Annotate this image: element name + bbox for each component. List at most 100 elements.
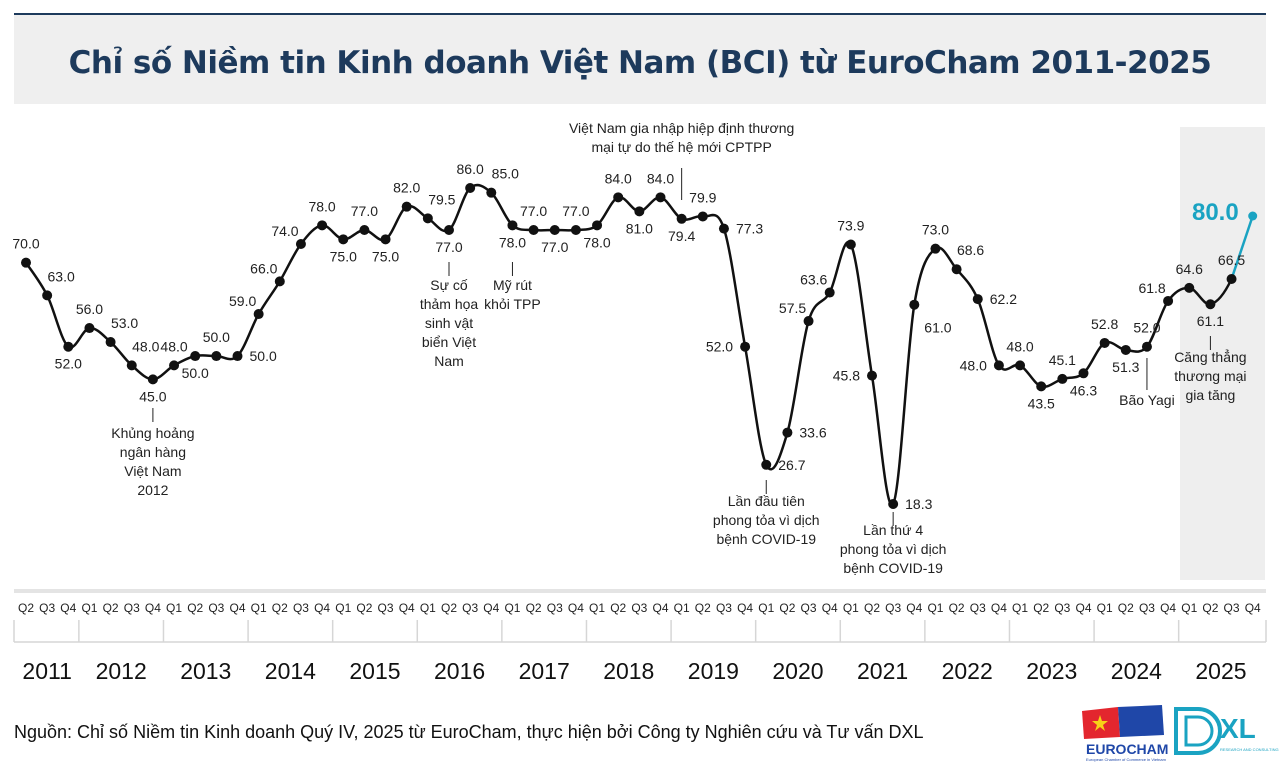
quarter-tick-label: Q1 bbox=[758, 601, 774, 615]
data-label: 85.0 bbox=[492, 166, 519, 182]
data-label: 51.3 bbox=[1112, 359, 1139, 375]
data-label: 78.0 bbox=[308, 198, 335, 214]
data-label: 79.9 bbox=[689, 189, 716, 205]
annotation-text: Mỹ rút bbox=[493, 277, 532, 293]
data-label: 79.5 bbox=[428, 191, 455, 207]
source-note: Nguồn: Chỉ số Niềm tin Kinh doanh Quý IV… bbox=[14, 722, 924, 742]
quarter-tick-label: Q4 bbox=[1160, 601, 1176, 615]
data-point bbox=[993, 360, 1004, 371]
quarter-tick-label: Q1 bbox=[1012, 601, 1028, 615]
data-point bbox=[486, 187, 497, 198]
data-point bbox=[1226, 274, 1237, 285]
quarter-tick-label: Q1 bbox=[927, 601, 943, 615]
data-point bbox=[1205, 299, 1216, 310]
data-label: 75.0 bbox=[372, 248, 399, 264]
data-label: 66.5 bbox=[1218, 252, 1245, 268]
eurocham-flag-icon bbox=[1082, 705, 1164, 739]
quarter-tick-label: Q3 bbox=[39, 601, 55, 615]
quarter-tick-label: Q4 bbox=[652, 601, 668, 615]
data-label: 77.0 bbox=[351, 203, 378, 219]
data-label: 50.0 bbox=[182, 365, 209, 381]
data-label: 57.5 bbox=[779, 300, 806, 316]
data-point bbox=[380, 234, 391, 245]
eurocham-subtitle: European Chamber of Commerce in Vietnam bbox=[1086, 757, 1166, 762]
data-point bbox=[295, 239, 306, 250]
data-label: 66.0 bbox=[250, 260, 277, 276]
quarter-tick-label: Q3 bbox=[1054, 601, 1070, 615]
quarter-tick-label: Q4 bbox=[60, 601, 76, 615]
data-point bbox=[359, 225, 370, 236]
data-point bbox=[824, 287, 835, 298]
highlight-2025-region bbox=[1180, 127, 1265, 580]
data-point bbox=[549, 225, 560, 236]
quarter-tick-label: Q1 bbox=[81, 601, 97, 615]
data-point bbox=[274, 276, 285, 287]
data-label: 45.8 bbox=[833, 368, 860, 384]
quarter-tick-label: Q3 bbox=[716, 601, 732, 615]
annotation-text: Việt Nam gia nhập hiệp định thương bbox=[569, 120, 794, 136]
data-label: 45.1 bbox=[1049, 352, 1076, 368]
data-point bbox=[465, 182, 476, 193]
data-label: 63.0 bbox=[48, 268, 75, 284]
year-label: 2024 bbox=[1111, 658, 1162, 684]
data-point bbox=[444, 225, 454, 236]
year-label: 2012 bbox=[96, 658, 147, 684]
annotation-text: Nam bbox=[434, 353, 464, 369]
data-label: 77.0 bbox=[562, 203, 589, 219]
data-label: 52.8 bbox=[1091, 316, 1118, 332]
data-label: 52.0 bbox=[55, 356, 82, 372]
annotation-text: mại tự do thế hệ mới CPTPP bbox=[591, 139, 771, 155]
year-label: 2019 bbox=[688, 658, 739, 684]
data-label: 79.4 bbox=[668, 228, 695, 244]
data-label: 46.3 bbox=[1070, 382, 1097, 398]
data-point bbox=[803, 316, 814, 327]
data-label: 74.0 bbox=[271, 223, 298, 239]
data-label: 86.0 bbox=[457, 161, 484, 177]
annotation-text: biển Việt bbox=[422, 334, 476, 350]
data-point bbox=[1036, 381, 1047, 392]
data-label: 61.1 bbox=[1197, 313, 1224, 329]
annotation-text: bệnh COVID-19 bbox=[843, 560, 943, 576]
data-point bbox=[528, 225, 539, 236]
quarter-tick-label: Q3 bbox=[1139, 601, 1155, 615]
data-label: 45.0 bbox=[139, 388, 166, 404]
data-point bbox=[592, 220, 603, 231]
data-label: 48.0 bbox=[132, 338, 159, 354]
data-label: 62.2 bbox=[990, 291, 1017, 307]
year-label: 2016 bbox=[434, 658, 485, 684]
data-label: 84.0 bbox=[605, 170, 632, 186]
data-point bbox=[1184, 282, 1195, 293]
quarter-tick-label: Q2 bbox=[103, 601, 119, 615]
data-label: 73.9 bbox=[837, 217, 864, 233]
year-label: 2015 bbox=[349, 658, 400, 684]
data-label: 52.0 bbox=[706, 339, 733, 355]
eurocham-logo: EUROCHAM European Chamber of Commerce in… bbox=[1078, 703, 1168, 765]
annotation-text: Sự cố bbox=[430, 277, 468, 293]
quarter-tick-label: Q2 bbox=[695, 601, 711, 615]
data-point bbox=[63, 341, 74, 352]
quarter-tick-label: Q3 bbox=[885, 601, 901, 615]
data-label: 73.0 bbox=[922, 222, 949, 238]
quarter-tick-label: Q2 bbox=[526, 601, 542, 615]
quarter-tick-label: Q3 bbox=[208, 601, 224, 615]
data-label: 61.8 bbox=[1138, 280, 1165, 296]
data-point bbox=[126, 360, 137, 371]
quarter-tick-label: Q4 bbox=[483, 601, 499, 615]
quarter-tick-label: Q4 bbox=[145, 601, 161, 615]
quarter-tick-label: Q2 bbox=[864, 601, 880, 615]
data-label: 82.0 bbox=[393, 180, 420, 196]
year-label: 2018 bbox=[603, 658, 654, 684]
data-point bbox=[782, 427, 793, 438]
data-label: 78.0 bbox=[499, 234, 526, 250]
data-point bbox=[613, 192, 624, 203]
data-point bbox=[338, 234, 349, 245]
annotation-text: Khủng hoảng bbox=[111, 425, 194, 441]
quarter-tick-label: Q1 bbox=[674, 601, 690, 615]
quarter-tick-label: Q1 bbox=[589, 601, 605, 615]
quarter-tick-label: Q4 bbox=[229, 601, 245, 615]
annotation-text: bệnh COVID-19 bbox=[716, 531, 816, 547]
annotation-text: ngân hàng bbox=[120, 444, 186, 460]
data-label: 63.6 bbox=[800, 272, 827, 288]
year-label: 2023 bbox=[1026, 658, 1077, 684]
data-point bbox=[169, 360, 180, 371]
